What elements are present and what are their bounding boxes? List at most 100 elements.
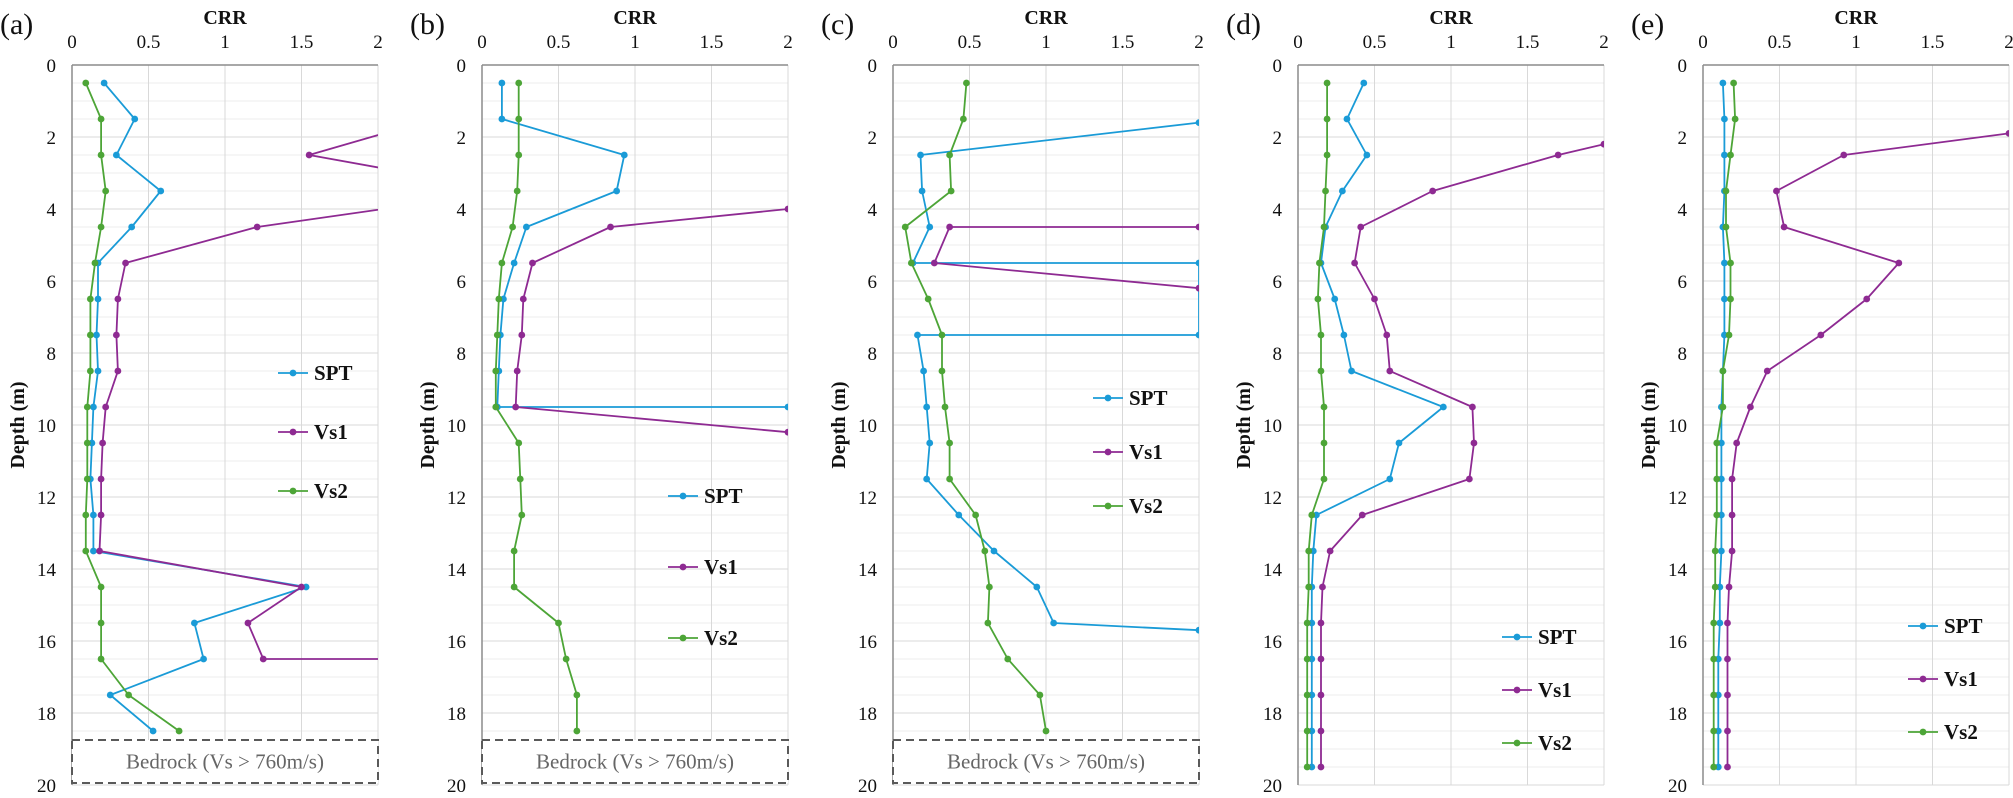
data-point-Vs2 <box>1320 475 1328 483</box>
data-point-Vs2 <box>86 295 94 303</box>
data-point-Vs2 <box>1320 439 1328 447</box>
data-point-Vs2 <box>1722 187 1730 195</box>
data-point-Vs1 <box>784 205 788 213</box>
data-point-Vs1 <box>1317 763 1325 771</box>
bedrock-box <box>892 739 1200 784</box>
y-tick-label: 16 <box>1668 632 1687 653</box>
data-point-Vs1 <box>518 331 526 339</box>
x-tick-label: 0.5 <box>1768 32 1792 53</box>
series-line-SPT <box>1717 82 1726 767</box>
data-point-SPT <box>1395 439 1403 447</box>
x-tick-label: 0.5 <box>1363 32 1387 53</box>
legend-label-Vs1: Vs1 <box>1944 667 1978 691</box>
x-tick-label: 0.5 <box>137 32 161 53</box>
data-point-Vs2 <box>1322 187 1329 195</box>
legend-marker-Vs1 <box>1513 686 1521 694</box>
x-tick-label: 1.5 <box>700 32 724 53</box>
x-tick-label: 0 <box>888 32 898 53</box>
legend-label-Vs2: Vs2 <box>1129 494 1163 518</box>
data-point-Vs2 <box>1303 763 1311 771</box>
data-point-Vs2 <box>1303 727 1311 735</box>
y-tick-label: 16 <box>1263 632 1282 653</box>
y-tick-label: 8 <box>457 344 467 365</box>
y-tick-label: 4 <box>457 200 467 221</box>
legend-marker-Vs2 <box>679 634 687 642</box>
legend-marker-Vs2 <box>289 487 297 495</box>
data-point-Vs2 <box>495 295 503 303</box>
data-point-SPT <box>1195 259 1199 267</box>
data-point-Vs1 <box>1728 547 1736 555</box>
data-point-Vs2 <box>97 619 105 627</box>
legend-label-SPT: SPT <box>1538 625 1577 649</box>
data-point-Vs1 <box>1470 439 1478 447</box>
data-point-Vs2 <box>1713 511 1721 519</box>
data-point-Vs1 <box>1465 475 1473 483</box>
x-axis-title: CRR <box>1429 7 1473 29</box>
data-point-Vs2 <box>1305 547 1313 555</box>
data-point-Vs2 <box>1731 115 1739 123</box>
y-tick-label: 6 <box>1273 272 1283 293</box>
series-line-Vs1 <box>933 226 1199 290</box>
bedrock-box <box>71 739 379 784</box>
data-point-Vs2 <box>1710 655 1718 663</box>
data-point-Vs2 <box>1710 727 1718 735</box>
data-point-Vs2 <box>972 511 980 519</box>
y-tick-label: 20 <box>1263 776 1282 797</box>
data-point-Vs1 <box>1728 475 1736 483</box>
data-point-SPT <box>1363 151 1371 159</box>
y-tick-label: 16 <box>858 632 877 653</box>
series-Vs2 <box>492 79 581 735</box>
legend-marker-Vs1 <box>1919 675 1927 683</box>
data-point-Vs2 <box>963 79 970 87</box>
y-tick-label: 10 <box>447 416 466 437</box>
legend-label-Vs1: Vs1 <box>314 420 348 444</box>
data-point-Vs1 <box>529 259 536 267</box>
legend: SPT Vs1 Vs2 <box>1502 625 1577 755</box>
series-SPT <box>86 79 310 735</box>
data-point-Vs2 <box>946 475 954 483</box>
data-point-Vs2 <box>959 115 967 123</box>
legend: SPT Vs1 Vs2 <box>1908 614 1983 744</box>
series-Vs1 <box>1724 130 2009 771</box>
y-tick-label: 12 <box>1668 488 1687 509</box>
x-tick-label: 1 <box>1851 32 1861 53</box>
data-point-SPT <box>106 691 114 699</box>
y-axis-title: Depth (m) <box>417 381 439 468</box>
data-point-Vs2 <box>1317 367 1325 375</box>
data-point-Vs1 <box>102 403 110 411</box>
data-point-Vs2 <box>1308 511 1316 519</box>
data-point-Vs2 <box>518 511 526 519</box>
data-point-Vs2 <box>1710 619 1718 627</box>
data-point-Vs2 <box>1722 223 1730 231</box>
data-point-Vs2 <box>515 151 523 159</box>
y-tick-label: 20 <box>447 776 466 797</box>
x-tick-label: 2 <box>1194 32 1204 53</box>
bedrock-label: Bedrock (Vs > 760m/s) <box>536 750 734 774</box>
data-point-Vs2 <box>1710 763 1718 771</box>
data-point-Vs2 <box>515 79 523 87</box>
data-point-Vs1 <box>513 367 521 375</box>
series-Vs1 <box>512 205 788 436</box>
y-tick-label: 0 <box>1273 56 1283 77</box>
data-point-SPT <box>1343 115 1351 123</box>
data-point-Vs2 <box>1042 727 1050 735</box>
data-point-Vs1 <box>1319 583 1326 591</box>
data-point-Vs2 <box>907 259 915 267</box>
x-tick-label: 0 <box>1293 32 1303 53</box>
y-tick-label: 14 <box>1263 560 1283 581</box>
legend-marker-SPT <box>1104 394 1112 402</box>
y-tick-label: 12 <box>447 488 466 509</box>
data-point-SPT <box>1331 295 1339 303</box>
data-point-Vs2 <box>1303 619 1311 627</box>
y-tick-label: 12 <box>858 488 877 509</box>
data-point-SPT <box>1338 187 1346 195</box>
data-point-Vs1 <box>1383 331 1391 339</box>
data-point-Vs2 <box>1730 79 1737 87</box>
legend-marker-Vs2 <box>1513 739 1521 747</box>
y-tick-label: 8 <box>1273 344 1283 365</box>
y-tick-label: 10 <box>1668 416 1687 437</box>
legend-label-SPT: SPT <box>1944 614 1983 638</box>
